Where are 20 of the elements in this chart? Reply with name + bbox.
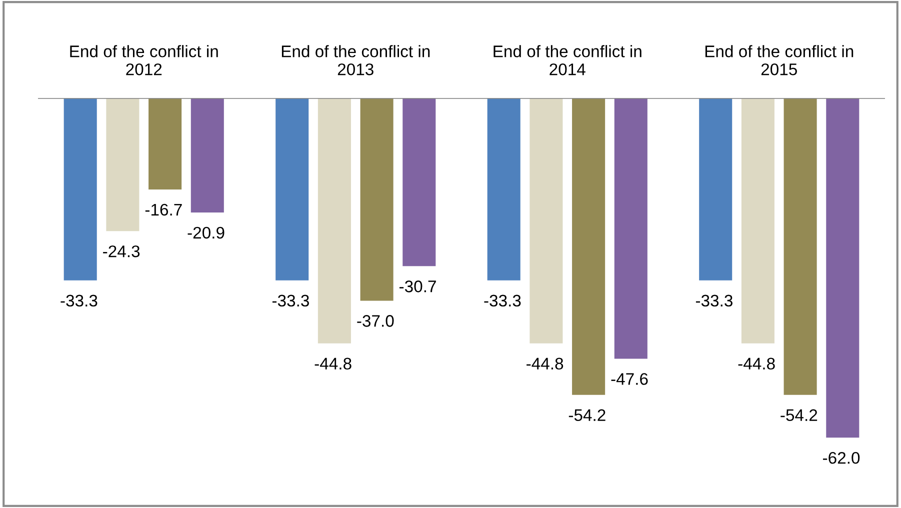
data-label: -47.6 [611,373,648,385]
data-label: -33.3 [60,294,98,307]
data-label: -37.0 [357,315,394,327]
data-label: -33.3 [696,294,732,307]
data-label: -16.7 [145,204,182,216]
data-label: -44.8 [526,358,564,370]
data-label: -54.2 [568,409,606,422]
x-tick-label: End of the conflict in 2014 [494,45,642,76]
data-label: -54.2 [780,409,818,422]
data-label: -44.8 [738,358,775,370]
x-tick-label: End of the conflict in 2012 [70,45,218,76]
data-label: -20.9 [188,226,224,239]
x-tick-label: End of the conflict in 2013 [282,45,430,76]
data-label: -33.3 [484,294,521,307]
data-label: -24.3 [103,245,140,258]
data-label: -62.0 [823,452,860,464]
data-label: -44.8 [314,358,352,370]
data-label: -33.3 [272,294,309,307]
data-label: -30.7 [400,280,436,292]
x-tick-label: End of the conflict in 2015 [705,45,854,76]
